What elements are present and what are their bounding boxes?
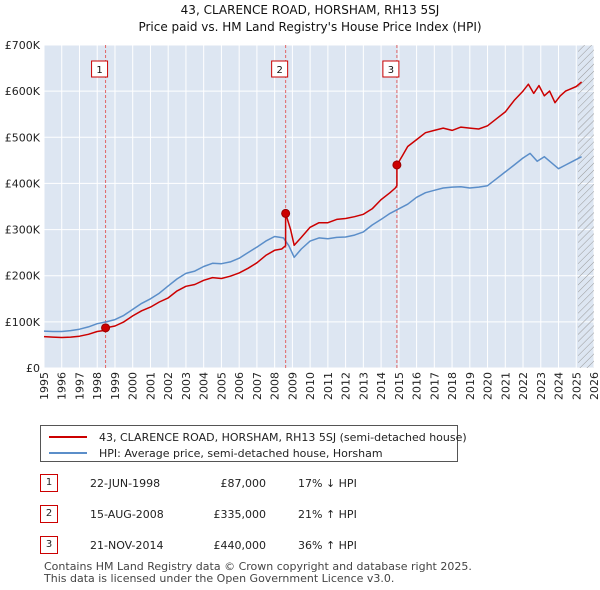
footer-licence: This data is licensed under the Open Gov… bbox=[44, 572, 395, 585]
sale-number-label: 2 bbox=[276, 65, 282, 76]
x-tick-label: 1998 bbox=[91, 372, 104, 400]
hpi-series-line bbox=[43, 152, 582, 333]
x-tick-label: 2019 bbox=[464, 372, 477, 400]
sale-price: £87,000 bbox=[220, 477, 267, 490]
sale-number-box bbox=[382, 60, 400, 78]
x-tick-label: 2017 bbox=[428, 372, 441, 400]
x-tick-label: 2009 bbox=[286, 372, 299, 400]
x-tick-label: 2003 bbox=[180, 372, 193, 400]
sale-number-label: 3 bbox=[388, 65, 394, 76]
legend-label-hpi: HPI: Average price, semi-detached house,… bbox=[99, 446, 383, 460]
sale-number-box bbox=[271, 60, 289, 78]
sale-date: 22-JUN-1998 bbox=[90, 477, 161, 490]
x-tick-label: 2025 bbox=[570, 372, 583, 400]
chart-title: 43, CLARENCE ROAD, HORSHAM, RH13 5SJ bbox=[181, 3, 440, 17]
x-tick-label: 2023 bbox=[535, 372, 548, 400]
legend-swatch-property bbox=[49, 436, 87, 438]
sale-point bbox=[101, 323, 111, 333]
y-tick-label: £0 bbox=[26, 362, 40, 375]
x-tick-label: 1995 bbox=[38, 372, 51, 400]
sale-date: 15-AUG-2008 bbox=[90, 508, 164, 521]
x-tick-label: 2004 bbox=[198, 372, 211, 400]
y-tick-label: £600K bbox=[5, 85, 41, 98]
sale-date: 21-NOV-2014 bbox=[90, 539, 164, 552]
y-tick-label: £200K bbox=[5, 270, 41, 283]
x-tick-label: 2018 bbox=[446, 372, 459, 400]
sale-price: £335,000 bbox=[213, 508, 267, 521]
table-row: 1 22-JUN-1998 £87,000 17% ↓ HPI bbox=[40, 474, 560, 494]
y-tick-label: £700K bbox=[5, 39, 41, 52]
x-tick-label: 2024 bbox=[553, 372, 566, 400]
footer-copyright: Contains HM Land Registry data © Crown c… bbox=[44, 560, 472, 573]
x-tick-label: 2021 bbox=[499, 372, 512, 400]
x-tick-label: 2026 bbox=[588, 372, 600, 400]
x-tick-label: 2016 bbox=[411, 372, 424, 400]
legend-item-property: 43, CLARENCE ROAD, HORSHAM, RH13 5SJ (se… bbox=[49, 429, 467, 445]
x-tick-label: 2002 bbox=[162, 372, 175, 400]
x-tick-label: 2012 bbox=[340, 372, 353, 400]
legend-item-hpi: HPI: Average price, semi-detached house,… bbox=[49, 445, 383, 461]
x-tick-label: 2000 bbox=[127, 372, 140, 400]
sale-hpi-comparison: 21% ↑ HPI bbox=[298, 508, 357, 521]
legend: 43, CLARENCE ROAD, HORSHAM, RH13 5SJ (se… bbox=[40, 425, 467, 462]
x-tick-label: 2010 bbox=[304, 372, 317, 400]
x-tick-label: 2013 bbox=[357, 372, 370, 400]
sale-hpi-comparison: 17% ↓ HPI bbox=[298, 477, 357, 490]
sale-number-label: 1 bbox=[96, 65, 102, 76]
sale-number-badge: 1 bbox=[40, 474, 58, 492]
table-row: 3 21-NOV-2014 £440,000 36% ↑ HPI bbox=[40, 536, 560, 556]
x-tick-label: 2020 bbox=[482, 372, 495, 400]
x-tick-label: 2005 bbox=[215, 372, 228, 400]
x-tick-label: 2007 bbox=[251, 372, 264, 400]
x-tick-label: 2001 bbox=[144, 372, 157, 400]
x-tick-label: 2022 bbox=[517, 372, 530, 400]
y-tick-label: £300K bbox=[5, 224, 41, 237]
forecast-hatch bbox=[578, 45, 594, 368]
footer-attribution: Contains HM Land Registry data © Crown c… bbox=[44, 561, 472, 585]
sale-point bbox=[392, 160, 402, 170]
x-tick-label: 2015 bbox=[393, 372, 406, 400]
y-tick-label: £500K bbox=[5, 131, 41, 144]
x-tick-label: 1999 bbox=[109, 372, 122, 400]
y-tick-label: £100K bbox=[5, 316, 41, 329]
price-chart: 43, CLARENCE ROAD, HORSHAM, RH13 5SJ Pri… bbox=[5, 3, 600, 400]
sale-point bbox=[281, 208, 291, 218]
sale-number-badge: 3 bbox=[40, 536, 58, 554]
plot-area: 1 2 3 £0 £100K £200K £300K £400K £500K £600K £700K… bbox=[5, 39, 600, 400]
table-row: 2 15-AUG-2008 £335,000 21% ↑ HPI bbox=[40, 505, 560, 525]
legend-swatch-hpi bbox=[49, 452, 87, 454]
x-tick-label: 1997 bbox=[73, 372, 86, 400]
x-tick-label: 2008 bbox=[269, 372, 282, 400]
x-tick-label: 2011 bbox=[322, 372, 335, 400]
property-series-line bbox=[43, 81, 583, 339]
sale-hpi-comparison: 36% ↑ HPI bbox=[298, 539, 357, 552]
x-tick-label: 2006 bbox=[233, 372, 246, 400]
sale-number-box bbox=[91, 60, 109, 78]
sale-price: £440,000 bbox=[213, 539, 267, 552]
legend-label-property: 43, CLARENCE ROAD, HORSHAM, RH13 5SJ (se… bbox=[99, 430, 467, 444]
x-tick-label: 1996 bbox=[56, 372, 69, 400]
chart-subtitle: Price paid vs. HM Land Registry's House … bbox=[138, 20, 481, 34]
sale-number-badge: 2 bbox=[40, 505, 58, 523]
y-tick-label: £400K bbox=[5, 177, 41, 190]
x-tick-label: 2014 bbox=[375, 372, 388, 400]
